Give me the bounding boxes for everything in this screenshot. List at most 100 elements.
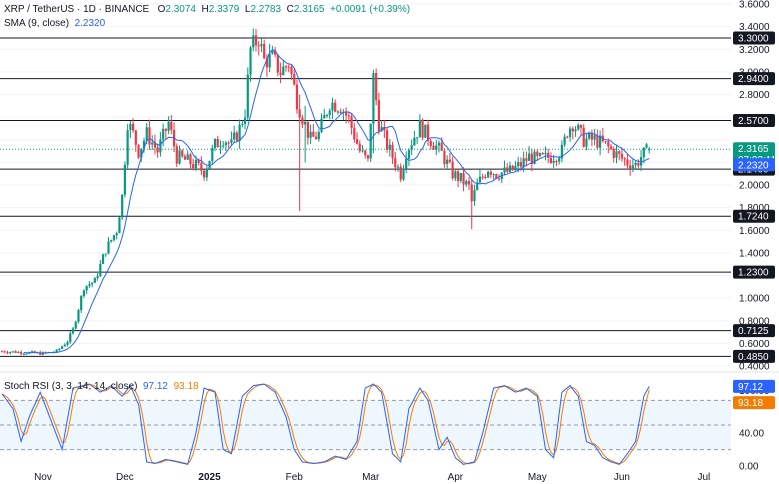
candle-body bbox=[309, 131, 312, 138]
candle-body bbox=[325, 114, 329, 116]
candle-body bbox=[618, 151, 621, 154]
candle-body bbox=[549, 157, 553, 163]
candle-body bbox=[446, 159, 449, 165]
candle-body bbox=[544, 152, 547, 155]
candle-body bbox=[254, 35, 258, 46]
candle-body bbox=[17, 351, 20, 353]
candle-body bbox=[432, 145, 435, 150]
candle-body bbox=[110, 239, 113, 242]
candle-body bbox=[350, 116, 353, 128]
candle-body bbox=[41, 352, 45, 355]
candle-body bbox=[634, 162, 637, 166]
candle-body bbox=[293, 73, 296, 85]
candle-body bbox=[71, 328, 75, 334]
time-tick-label: Feb bbox=[286, 472, 304, 483]
candle-body bbox=[418, 119, 421, 138]
rsi-tick-label: 40.00 bbox=[739, 429, 764, 440]
candle-body bbox=[629, 165, 632, 170]
candle-body bbox=[492, 174, 495, 176]
candle-body bbox=[268, 53, 271, 68]
candle-body bbox=[514, 166, 517, 170]
candle-body bbox=[9, 352, 12, 354]
level-badge-text: 1.7240 bbox=[738, 212, 769, 223]
stoch-rsi-d-line bbox=[1, 383, 650, 465]
candle-body bbox=[263, 43, 266, 59]
candle-body bbox=[590, 132, 594, 140]
candle-body bbox=[205, 168, 208, 178]
main-grid bbox=[0, 3, 779, 373]
candle-body bbox=[88, 284, 91, 286]
time-tick-label: Jul bbox=[697, 472, 710, 483]
candle-body bbox=[312, 131, 315, 137]
candle-body bbox=[596, 135, 599, 148]
stoch-rsi-label: Stoch RSI (3, 3, 14, 14, close) bbox=[4, 381, 138, 392]
candle-body bbox=[538, 153, 542, 156]
candle-body bbox=[437, 142, 441, 146]
candle-body bbox=[536, 151, 539, 156]
stoch-rsi-d-value: 93.18 bbox=[173, 381, 199, 392]
candle-body bbox=[484, 176, 487, 178]
candle-body bbox=[252, 35, 255, 48]
candle-body bbox=[585, 138, 588, 147]
time-axis: Nov Dec 2025 Feb Mar Apr May Jun Jul bbox=[34, 472, 710, 483]
candle-body bbox=[93, 278, 96, 283]
candle-body bbox=[380, 126, 383, 132]
candle-body bbox=[33, 351, 36, 353]
candle-body bbox=[339, 111, 342, 113]
candle-body bbox=[126, 130, 129, 165]
candle-body bbox=[211, 148, 214, 161]
candle-body bbox=[645, 144, 648, 148]
candle-body bbox=[421, 119, 424, 138]
candle-body bbox=[345, 111, 348, 116]
candle-body bbox=[14, 351, 17, 353]
candle-body bbox=[336, 111, 340, 113]
candle-body bbox=[60, 346, 64, 349]
change-value: +0.0091 (+0.39%) bbox=[330, 4, 411, 15]
candle-body bbox=[527, 153, 531, 161]
candle-body bbox=[377, 100, 380, 132]
rsi-k-badge-box bbox=[733, 379, 775, 393]
candle-body bbox=[162, 128, 165, 140]
candle-body bbox=[320, 118, 323, 132]
candle-body bbox=[194, 159, 198, 169]
high-label: H bbox=[201, 4, 209, 15]
candle-body bbox=[511, 165, 514, 170]
candle-body bbox=[467, 181, 471, 185]
candle-body bbox=[435, 145, 438, 150]
candle-body bbox=[579, 124, 583, 128]
price-tick-label: 0.6000 bbox=[739, 339, 770, 350]
candle-body bbox=[394, 158, 397, 168]
candle-body bbox=[260, 43, 263, 47]
candle-body bbox=[481, 176, 484, 178]
candle-body bbox=[22, 353, 25, 355]
candle-body bbox=[99, 263, 102, 277]
level-badge-box bbox=[733, 349, 775, 363]
candle-body bbox=[107, 241, 110, 254]
candle-body bbox=[607, 141, 610, 147]
candle-body bbox=[20, 351, 23, 354]
candle-body bbox=[167, 121, 170, 131]
candle-body bbox=[558, 158, 561, 162]
candle-body bbox=[571, 128, 574, 132]
candle-body bbox=[295, 84, 299, 110]
sma-label: SMA (9, close) bbox=[4, 18, 70, 29]
stoch-rsi-legend[interactable]: Stoch RSI (3, 3, 14, 14, close) 97.12 93… bbox=[4, 381, 199, 392]
candle-body bbox=[334, 102, 337, 112]
level-badge-box bbox=[733, 324, 775, 338]
sma-badge-text: 2.2320 bbox=[738, 160, 769, 171]
sma-legend[interactable]: SMA (9, close) 2.2320 bbox=[4, 18, 105, 29]
candle-body bbox=[112, 235, 116, 240]
symbol-title: XRP / TetherUS · 1D · BINANCE bbox=[4, 4, 150, 15]
candle-body bbox=[140, 148, 143, 158]
level-badge-box bbox=[733, 72, 775, 86]
candle-body bbox=[443, 150, 446, 165]
candle-body bbox=[623, 158, 626, 160]
candle-body bbox=[249, 47, 252, 75]
candle-body bbox=[593, 135, 596, 140]
candle-body bbox=[233, 132, 236, 140]
candle-body bbox=[241, 123, 244, 125]
candle-body bbox=[274, 50, 277, 55]
rsi-tick-label: 0.00 bbox=[739, 462, 759, 473]
candle-body bbox=[63, 344, 66, 347]
